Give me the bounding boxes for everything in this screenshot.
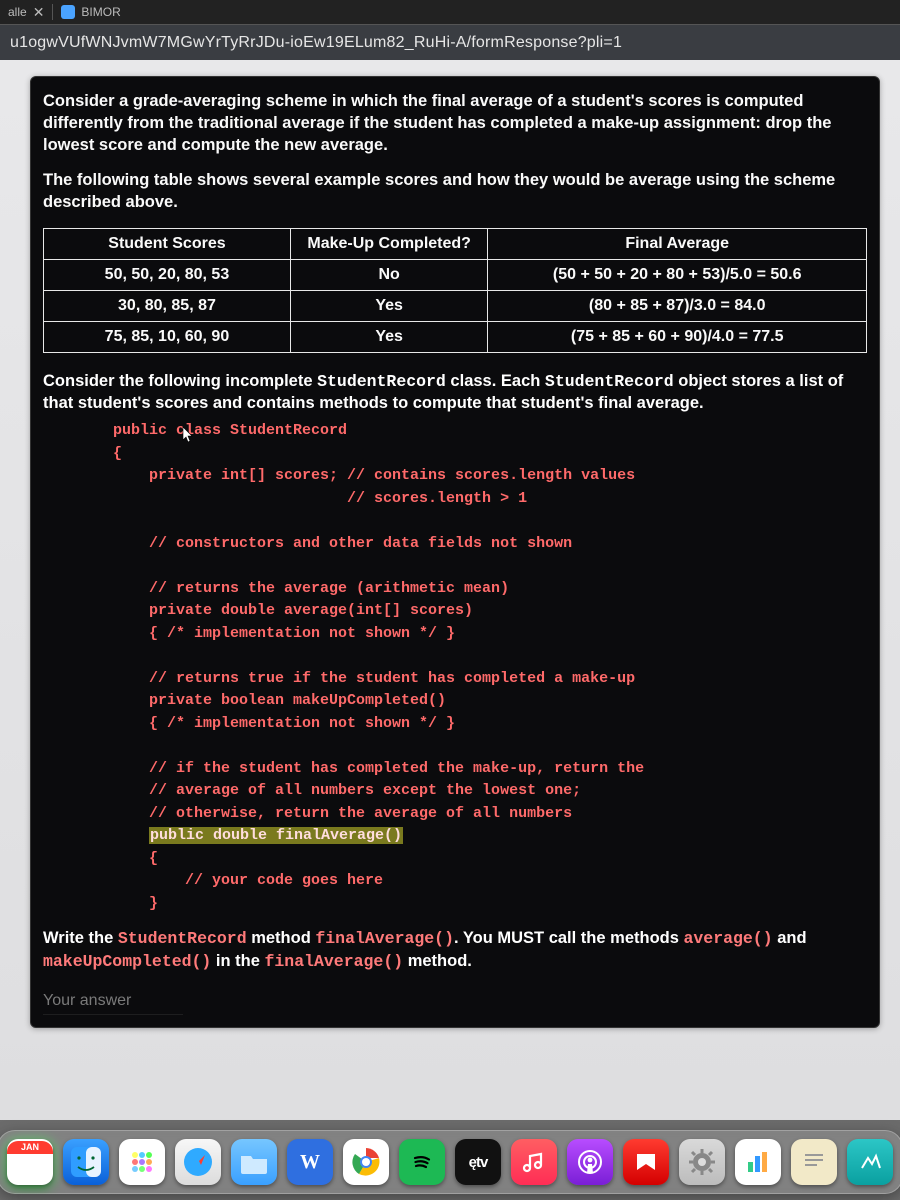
code-line: // scores.length > 1: [113, 490, 527, 507]
code-line: private double average(int[] scores): [113, 602, 473, 619]
cell-scores: 75, 85, 10, 60, 90: [44, 321, 291, 352]
inline-code: StudentRecord: [317, 372, 446, 391]
code-line: {: [113, 445, 122, 462]
chrome-app-icon[interactable]: [343, 1139, 389, 1185]
code-line: private int[] scores; // contains scores…: [113, 467, 635, 484]
safari-app-icon[interactable]: [175, 1139, 221, 1185]
launchpad-app-icon[interactable]: [119, 1139, 165, 1185]
tab-favicon: [61, 5, 75, 19]
text: and: [773, 929, 807, 947]
tab-fragment-right[interactable]: BIMOR: [61, 5, 120, 19]
table-header-row: Student Scores Make-Up Completed? Final …: [44, 228, 867, 259]
below-table-paragraph: Consider the following incomplete Studen…: [43, 371, 867, 415]
close-icon[interactable]: ✕: [33, 4, 45, 21]
cell-final: (50 + 50 + 20 + 80 + 53)/5.0 = 50.6: [488, 259, 867, 290]
tab-fragment-text: alle: [8, 5, 27, 19]
notes-app-icon[interactable]: [791, 1139, 837, 1185]
code-line: { /* implementation not shown */ }: [113, 625, 455, 642]
generic-app-icon[interactable]: [847, 1139, 893, 1185]
cell-scores: 30, 80, 85, 87: [44, 290, 291, 321]
table-row: 50, 50, 20, 80, 53 No (50 + 50 + 20 + 80…: [44, 259, 867, 290]
code-line: // constructors and other data fields no…: [113, 535, 572, 552]
inline-code: finalAverage(): [265, 952, 404, 971]
scores-table: Student Scores Make-Up Completed? Final …: [43, 228, 867, 353]
cell-makeup: Yes: [290, 321, 488, 352]
appletv-label: ętv: [469, 1154, 488, 1171]
code-line: // otherwise, return the average of all …: [113, 805, 572, 822]
text: in the: [211, 952, 264, 970]
tab-fragment-text-2: BIMOR: [81, 5, 120, 19]
intro-paragraph-1: Consider a grade-averaging scheme in whi…: [43, 91, 867, 156]
address-text: u1ogwVUfWNJvmW7MGwYrTyRrJDu-ioEw19ELum82…: [10, 34, 622, 52]
calendar-month: JAN: [7, 1141, 53, 1154]
cell-final: (75 + 85 + 60 + 90)/4.0 = 77.5: [488, 321, 867, 352]
calendar-app-icon[interactable]: JAN 13: [7, 1139, 53, 1185]
text: Write the: [43, 929, 118, 947]
th-student-scores: Student Scores: [44, 228, 291, 259]
intro-paragraph-2: The following table shows several exampl…: [43, 170, 867, 214]
code-line: public double finalAverage(): [113, 827, 403, 844]
inline-code: finalAverage(): [315, 929, 454, 948]
code-line: // returns the average (arithmetic mean): [113, 580, 509, 597]
answer-input[interactable]: Your answer: [43, 992, 183, 1015]
inline-code: StudentRecord: [118, 929, 247, 948]
cursor-icon: [181, 426, 195, 449]
tab-fragment-left[interactable]: alle ✕: [8, 4, 44, 21]
finder-app-icon[interactable]: [63, 1139, 109, 1185]
address-bar[interactable]: u1ogwVUfWNJvmW7MGwYrTyRrJDu-ioEw19ELum82…: [0, 24, 900, 60]
th-final-average: Final Average: [488, 228, 867, 259]
calendar-day: 13: [18, 1154, 42, 1184]
inline-code: makeUpCompleted(): [43, 952, 211, 971]
numbers-app-icon[interactable]: [735, 1139, 781, 1185]
text: . You MUST call the methods: [454, 929, 684, 947]
highlighted-code: public double finalAverage(): [149, 827, 403, 844]
podcasts-app-icon[interactable]: [567, 1139, 613, 1185]
code-line: // if the student has completed the make…: [113, 760, 644, 777]
browser-tab-strip: alle ✕ BIMOR: [0, 0, 900, 24]
cell-makeup: No: [290, 259, 488, 290]
code-line: private boolean makeUpCompleted(): [113, 692, 446, 709]
news-app-icon[interactable]: [623, 1139, 669, 1185]
code-line: public class StudentRecord: [113, 422, 347, 439]
code-line: }: [113, 895, 158, 912]
inline-code: average(): [684, 929, 773, 948]
th-makeup: Make-Up Completed?: [290, 228, 488, 259]
text: Consider the following incomplete: [43, 372, 317, 390]
cell-final: (80 + 85 + 87)/3.0 = 84.0: [488, 290, 867, 321]
text: method.: [403, 952, 472, 970]
cell-makeup: Yes: [290, 290, 488, 321]
code-line: { /* implementation not shown */ }: [113, 715, 455, 732]
cell-scores: 50, 50, 20, 80, 53: [44, 259, 291, 290]
files-app-icon[interactable]: [231, 1139, 277, 1185]
appletv-app-icon[interactable]: ętv: [455, 1139, 501, 1185]
word-app-icon[interactable]: W: [287, 1139, 333, 1185]
spotify-app-icon[interactable]: [399, 1139, 445, 1185]
code-line: // returns true if the student has compl…: [113, 670, 635, 687]
table-row: 30, 80, 85, 87 Yes (80 + 85 + 87)/3.0 = …: [44, 290, 867, 321]
dock: JAN 13 W ętv: [0, 1130, 900, 1194]
code-line: {: [113, 850, 158, 867]
inline-code: StudentRecord: [545, 372, 674, 391]
tab-divider: [52, 4, 53, 20]
settings-app-icon[interactable]: [679, 1139, 725, 1185]
code-line: // average of all numbers except the low…: [113, 782, 581, 799]
page-content: Consider a grade-averaging scheme in whi…: [0, 60, 900, 1120]
code-block: public class StudentRecord { private int…: [43, 420, 867, 915]
final-instruction: Write the StudentRecord method finalAver…: [43, 927, 867, 973]
text: class. Each: [446, 372, 545, 390]
text: method: [247, 929, 316, 947]
music-app-icon[interactable]: [511, 1139, 557, 1185]
table-row: 75, 85, 10, 60, 90 Yes (75 + 85 + 60 + 9…: [44, 321, 867, 352]
question-card: Consider a grade-averaging scheme in whi…: [30, 76, 880, 1028]
code-line: // your code goes here: [113, 872, 383, 889]
